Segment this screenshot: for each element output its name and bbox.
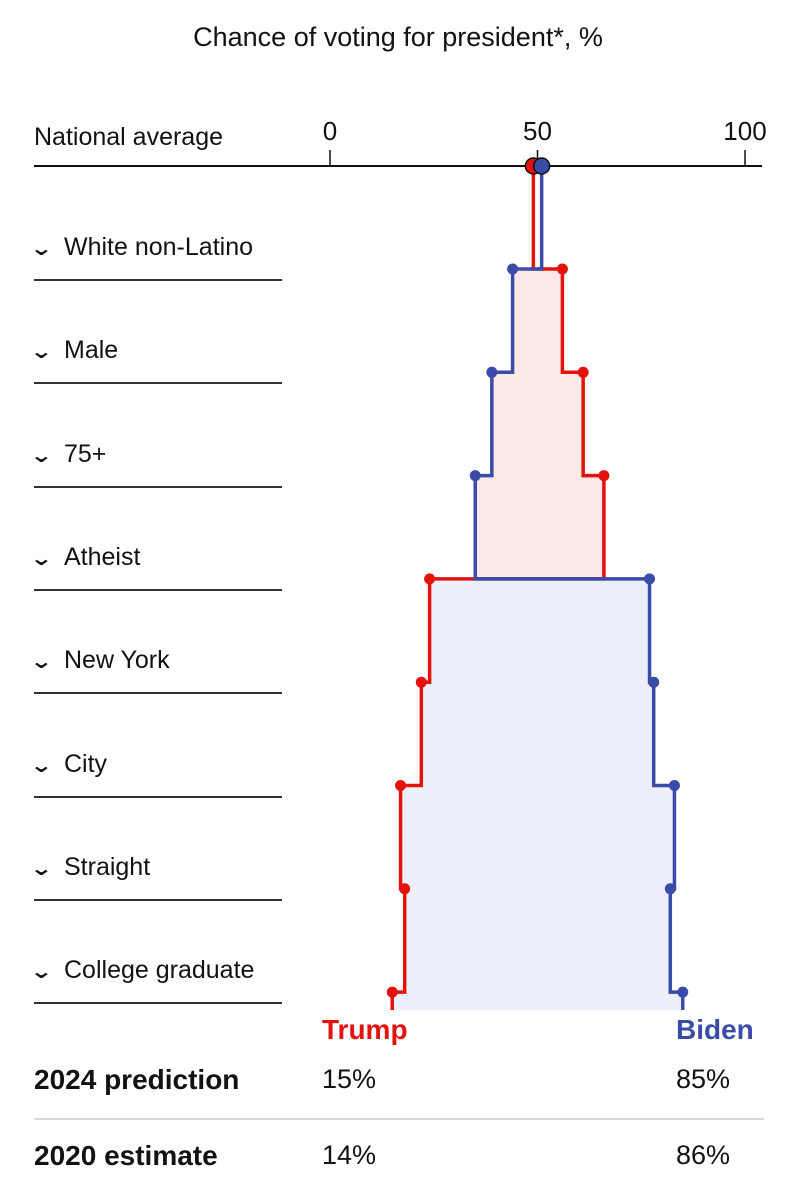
biden-point-2 [469,470,481,482]
row-label-0[interactable]: ⌄ White non-Latino [30,233,254,262]
band-3 [429,578,650,683]
row-label-7[interactable]: ⌄ College graduate [30,956,255,985]
band-2 [475,475,604,579]
biden-point-6 [664,883,676,895]
row-label-3[interactable]: ⌄ Atheist [30,542,141,572]
chevron-down-icon: ⌄ [29,547,54,570]
trump-point-7 [386,986,398,998]
row-label-1[interactable]: ⌄ Male [30,336,119,365]
row-rule-2 [34,485,282,488]
chevron-down-icon: ⌄ [29,238,54,260]
band-5 [400,785,675,889]
row-rule-6 [34,898,282,901]
row-rule-0 [34,279,282,281]
row-label-text: New York [64,646,170,675]
row-label-text: 75+ [64,439,107,468]
biden-point-5 [668,780,680,791]
chevron-down-icon: ⌄ [29,341,54,364]
row-label-text: White non-Latino [64,233,254,261]
result-biden-2024: 85% [676,1064,731,1094]
row-label-text: Male [64,336,119,365]
chevron-down-icon: ⌄ [29,961,54,984]
trump-point-6 [399,883,411,895]
row-label-text: Atheist [64,542,141,571]
row-rule-4 [34,692,282,695]
trump-line [390,166,606,1010]
result-biden-2020: 86% [676,1140,731,1170]
tick-label-0: 0 [323,116,337,146]
biden-national-marker [532,157,551,175]
trump-point-3 [424,573,436,585]
row-label-4[interactable]: ⌄ New York [30,646,170,675]
row-rule-7 [34,1002,282,1005]
band-6 [404,888,671,993]
tick-label-50: 50 [523,116,552,146]
chart-title: Chance of voting for president*, % [193,22,603,52]
trump-point-2 [598,470,610,482]
tick-label-100: 100 [723,116,766,146]
chevron-down-icon: ⌄ [29,444,54,467]
trump-point-4 [415,676,427,688]
chevron-down-icon: ⌄ [29,857,54,880]
biden-point-0 [507,263,519,275]
band-4 [421,682,654,786]
axis-label: National average [34,123,223,151]
row-label-2[interactable]: ⌄ 75+ [30,439,107,469]
chevron-down-icon: ⌄ [29,754,54,777]
biden-point-7 [677,986,689,998]
band-0 [512,269,563,373]
result-label-2020: 2020 estimate [34,1140,218,1171]
row-label-text: College graduate [64,956,255,985]
band-1 [491,372,584,476]
row-label-text: Straight [64,852,151,881]
trump-header: Trump [322,1014,408,1045]
trump-point-5 [395,780,407,791]
biden-line [473,166,685,1010]
biden-point-4 [648,676,660,688]
row-label-5[interactable]: ⌄ City [30,749,108,779]
biden-point-3 [644,573,656,585]
result-divider [34,1118,764,1120]
row-label-6[interactable]: ⌄ Straight [30,852,151,882]
trump-point-0 [556,263,568,275]
band-7 [392,992,683,1010]
row-rule-5 [34,795,282,798]
biden-header: Biden [676,1014,754,1045]
result-trump-2020: 14% [322,1140,377,1170]
chevron-down-icon: ⌄ [29,651,54,674]
result-label-2024: 2024 prediction [34,1064,240,1095]
biden-point-1 [486,366,498,378]
step-chart: National average 0 50 100 [34,116,767,1010]
row-label-text: City [64,749,108,778]
row-rule-3 [34,588,282,591]
trump-point-1 [577,366,589,378]
row-rule-1 [34,382,282,385]
result-trump-2024: 15% [322,1064,377,1094]
